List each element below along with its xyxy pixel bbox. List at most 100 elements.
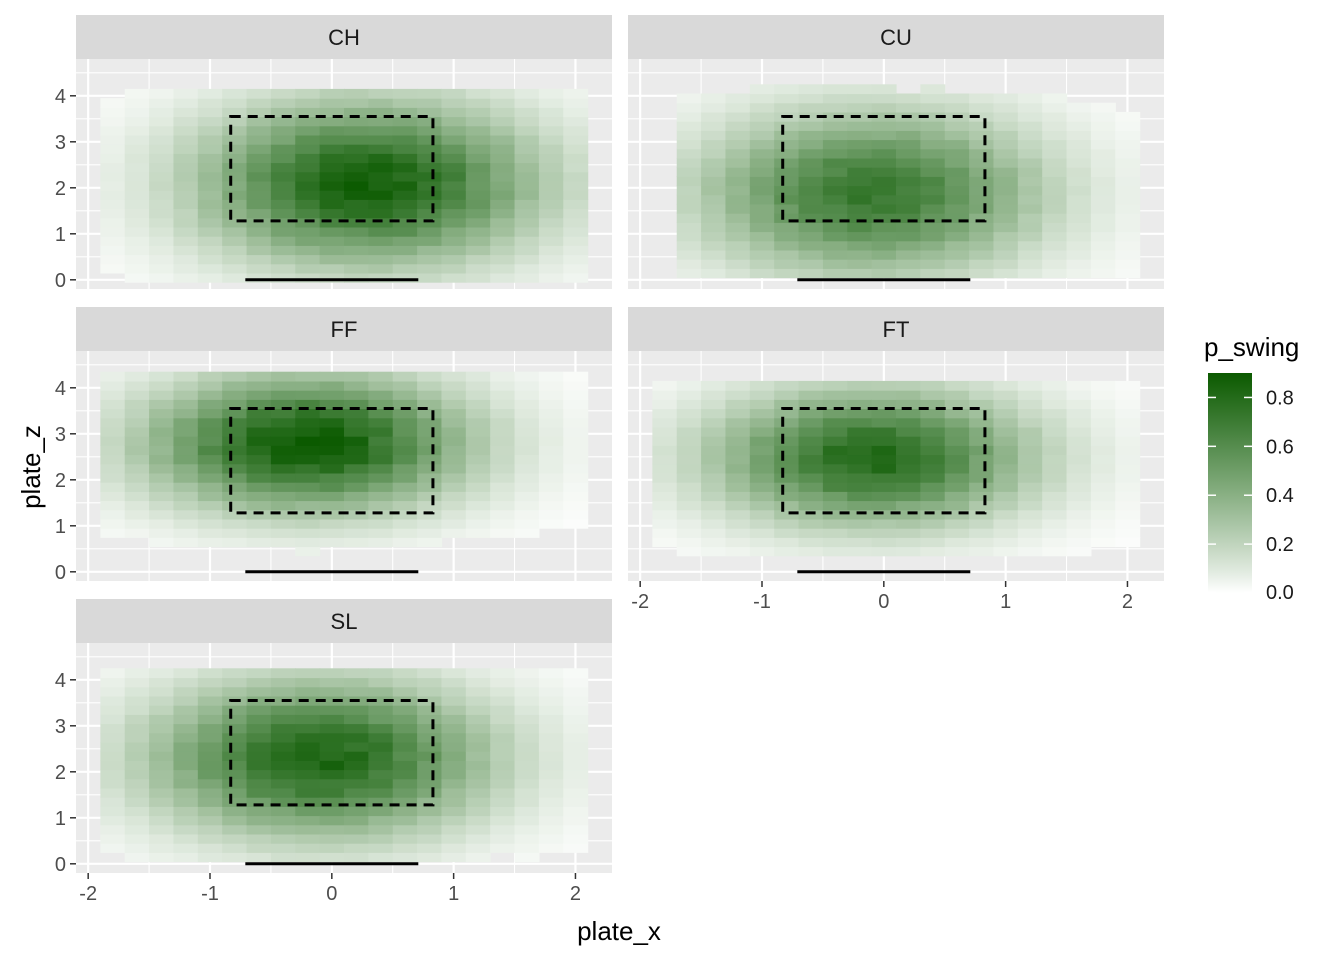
heatmap-tile [490,417,516,428]
heatmap-tile [222,153,248,164]
y-tick-label: 1 [55,516,66,538]
heatmap-tile [149,408,175,419]
heatmap-tile [319,399,345,410]
heatmap-tile [441,769,467,780]
heatmap-tile [124,417,150,428]
heatmap-tile [441,417,467,428]
heatmap-tile [295,668,321,679]
heatmap-tile [969,500,995,511]
heatmap-tile [798,84,824,95]
heatmap-tile [344,509,369,520]
heatmap-tile [368,677,394,688]
heatmap-tile [563,677,589,688]
heatmap-tile [149,371,175,382]
heatmap-tile [822,537,848,548]
heatmap-tile [149,144,175,154]
heatmap-tile [774,213,800,223]
heatmap-tile [173,509,199,520]
heatmap-tile [100,162,126,173]
heatmap-tile [490,815,516,826]
heatmap-tile [319,833,345,844]
heatmap-tile [124,190,150,200]
heatmap-tile [368,426,394,437]
heatmap-tile [270,491,296,502]
heatmap-tile [847,417,873,428]
heatmap-tile [749,399,775,410]
heatmap-tile [538,843,564,853]
heatmap-tile [563,116,589,127]
heatmap-tile [896,528,921,538]
heatmap-tile [871,259,897,269]
heatmap-tile [149,190,175,200]
heatmap-tile [725,148,751,159]
heatmap-tile [417,500,443,511]
heatmap-tile [368,245,394,256]
heatmap-tile [149,236,175,246]
heatmap-tile [173,463,199,474]
heatmap-tile [368,399,394,410]
heatmap-tile [749,537,775,548]
heatmap-tile [822,436,848,446]
heatmap-tile [392,482,418,492]
heatmap-tile [1115,240,1141,251]
heatmap-tile [1115,500,1141,511]
heatmap-tile [100,472,126,483]
heatmap-tile [1090,509,1116,520]
heatmap-tile [896,259,921,269]
heatmap-tile [1115,399,1141,410]
heatmap-tile [270,760,296,771]
heatmap-tile [490,399,516,410]
heatmap-tile [490,518,516,529]
heatmap-tile [822,408,848,419]
heatmap-tile [538,806,564,817]
heatmap-tile [100,714,126,725]
heatmap-tile [725,93,751,104]
heatmap-tile [392,509,418,520]
heatmap-tile [1090,222,1116,233]
heatmap-tile [270,88,296,99]
heatmap-tile [514,254,540,265]
heatmap-tile [490,472,516,483]
facet-strip-label: CH [328,25,360,50]
heatmap-tile [847,213,873,223]
heatmap-tile [896,130,921,141]
heatmap-tile [1017,176,1043,187]
heatmap-tile [774,509,800,520]
heatmap-tile [246,833,272,844]
heatmap-tile [441,677,467,688]
heatmap-tile [896,157,921,168]
heatmap-tile [295,98,321,108]
heatmap-tile [173,472,199,483]
heatmap-tile [441,751,467,761]
heatmap-tile [392,824,418,835]
heatmap-tile [441,509,467,520]
heatmap-tile [701,518,727,529]
heatmap-tile [392,787,418,798]
heatmap-tile [246,472,272,483]
heatmap-tile [514,843,540,853]
heatmap-tile [392,537,418,548]
heatmap-tile [124,399,150,410]
heatmap-tile [652,417,678,428]
heatmap-tile [368,528,394,538]
heatmap-tile [270,98,296,108]
heatmap-tile [246,171,272,182]
heatmap-tile [701,139,727,150]
heatmap-tile [993,537,1019,548]
heatmap-tile [344,245,369,256]
heatmap-tile [392,815,418,826]
heatmap-tile [270,426,296,437]
heatmap-tile [368,254,394,265]
heatmap-tile [563,824,589,835]
heatmap-tile [1042,546,1068,557]
heatmap-tile [847,240,873,251]
heatmap-tile [270,797,296,807]
heatmap-tile [538,199,564,210]
heatmap-tile [1042,240,1068,251]
heatmap-tile [100,491,126,502]
heatmap-tile [798,500,824,511]
heatmap-tile [295,546,321,557]
heatmap-tile [441,134,467,145]
heatmap-tile [344,436,369,446]
heatmap-tile [441,518,467,529]
